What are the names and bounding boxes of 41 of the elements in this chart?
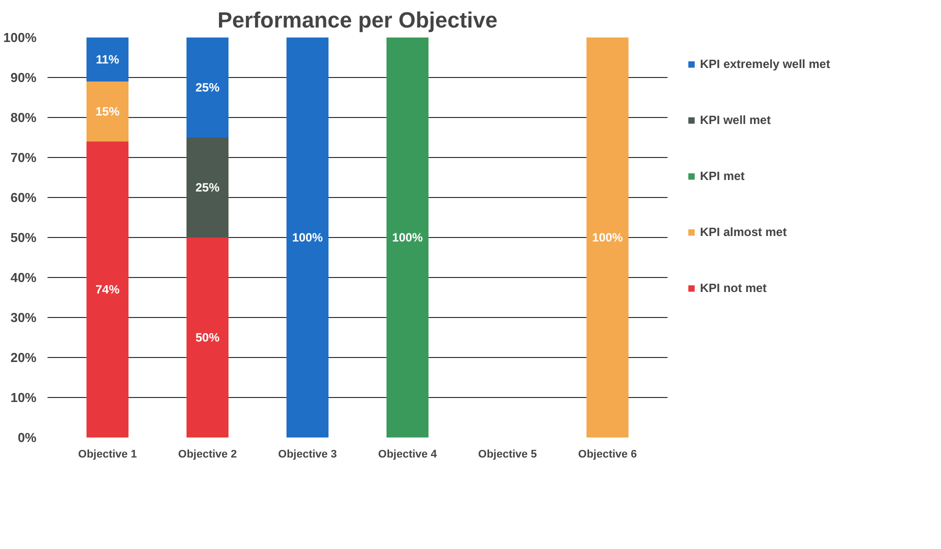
bar: [186, 138, 228, 238]
y-tick-label: 50%: [10, 230, 37, 245]
legend-label: KPI well met: [700, 113, 771, 127]
bar: [286, 38, 328, 438]
data-label: 100%: [592, 230, 624, 244]
x-tick-label: Objective 5: [478, 448, 537, 460]
data-label: 15%: [95, 104, 120, 118]
bar: [186, 238, 228, 438]
legend-label: KPI not met: [700, 281, 767, 295]
bar: [586, 38, 628, 438]
legend-label: KPI met: [700, 169, 745, 183]
bar: [186, 38, 228, 138]
y-tick-label: 0%: [18, 430, 37, 445]
y-tick-label: 100%: [3, 30, 37, 45]
y-tick-label: 40%: [10, 270, 37, 285]
y-tick-label: 10%: [10, 390, 37, 405]
data-label: 100%: [392, 230, 424, 244]
y-tick-label: 70%: [10, 150, 37, 165]
data-label: 74%: [95, 282, 120, 296]
chart-title: Performance per Objective: [217, 8, 498, 32]
x-tick-label: Objective 1: [78, 448, 137, 460]
bar: [86, 142, 128, 438]
y-tick-label: 20%: [10, 350, 37, 365]
y-tick-label: 80%: [10, 110, 37, 125]
data-label: 25%: [195, 80, 220, 94]
bar: [386, 38, 428, 438]
data-label: 50%: [195, 330, 220, 344]
x-tick-label: Objective 6: [578, 448, 637, 460]
x-tick-label: Objective 3: [278, 448, 337, 460]
legend-label: KPI extremely well met: [700, 57, 830, 71]
x-tick-label: Objective 2: [178, 448, 237, 460]
x-tick-label: Objective 4: [378, 448, 438, 460]
y-tick-label: 30%: [10, 310, 37, 325]
data-label: 25%: [195, 180, 220, 194]
y-tick-label: 90%: [10, 70, 37, 85]
data-label: 11%: [96, 52, 120, 66]
legend-label: KPI almost met: [700, 225, 787, 239]
y-tick-label: 60%: [10, 190, 37, 205]
bar: [86, 38, 128, 82]
bar: [86, 82, 128, 142]
data-label: 100%: [292, 230, 324, 244]
